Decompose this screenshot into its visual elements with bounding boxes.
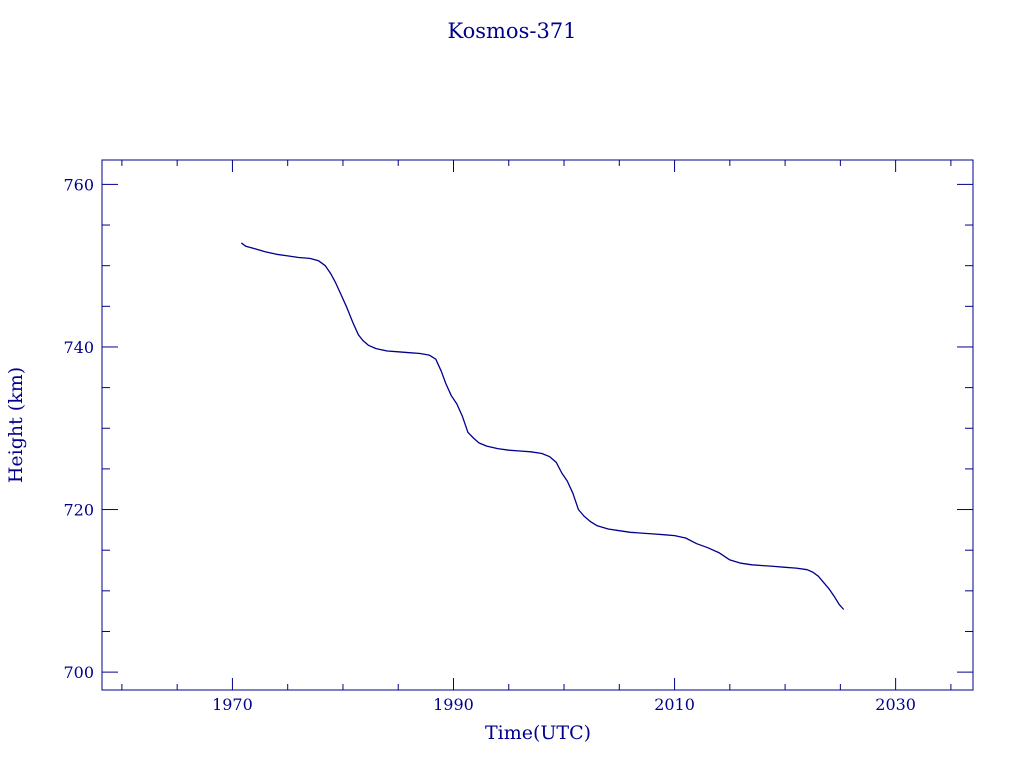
x-axis-label: Time(UTC) [485, 722, 591, 744]
y-tick-label: 700 [63, 663, 94, 682]
chart-title: Kosmos-371 [447, 19, 576, 43]
plot-frame [101, 159, 974, 691]
height-series-line [240, 242, 845, 610]
y-tick-label: 760 [63, 175, 94, 194]
x-tick-label: 1970 [212, 695, 253, 714]
x-tick-label: 2010 [654, 695, 695, 714]
axis-ticks [102, 160, 973, 690]
x-tick-label: 2030 [875, 695, 916, 714]
tick-labels: 1970 1990 2010 2030 700 720 740 760 [63, 175, 916, 714]
y-axis-label: Height (km) [5, 367, 27, 483]
y-tick-label: 740 [63, 338, 94, 357]
x-tick-label: 1990 [433, 695, 474, 714]
y-tick-label: 720 [63, 501, 94, 520]
